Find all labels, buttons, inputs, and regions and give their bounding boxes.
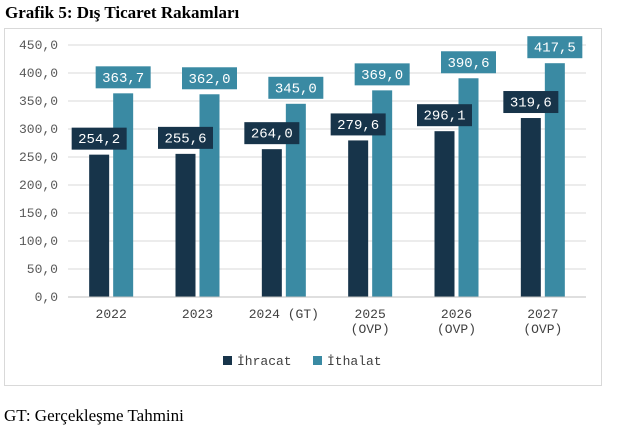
- x-tick-label: 2027: [527, 307, 558, 322]
- footnote: GT: Gerçekleşme Tahmini: [4, 406, 184, 425]
- data-label: 255,6: [164, 131, 206, 147]
- legend-swatch-ihracat: [223, 356, 232, 365]
- data-label-box: [441, 51, 496, 74]
- bar-ihracat: [175, 153, 196, 297]
- x-tick-label: (OVP): [351, 322, 390, 337]
- y-tick-label: 100,0: [19, 234, 58, 249]
- bar-ithalat: [113, 93, 134, 297]
- legend-swatch-ithalat: [313, 356, 322, 365]
- data-label: 319,6: [510, 96, 552, 112]
- x-tick-label: 2023: [182, 307, 213, 322]
- x-tick-label: (OVP): [437, 322, 476, 337]
- data-label: 296,1: [423, 109, 465, 125]
- data-label-box: [71, 127, 127, 150]
- data-label: 390,6: [447, 56, 489, 72]
- legend-label: İthalat: [327, 354, 382, 369]
- bar-ithalat: [285, 103, 306, 297]
- data-label-box: [503, 91, 559, 114]
- legend-label: İhracat: [237, 354, 292, 369]
- data-label: 363,7: [102, 71, 144, 87]
- y-tick-label: 250,0: [19, 150, 58, 165]
- chart-title: Grafik 5: Dış Ticaret Rakamları: [5, 3, 240, 22]
- data-label-box: [244, 122, 300, 145]
- bar-ihracat: [434, 131, 455, 297]
- data-label: 254,2: [78, 132, 120, 148]
- bar-ithalat: [458, 78, 479, 297]
- data-label: 369,0: [361, 68, 403, 84]
- data-label: 345,0: [275, 81, 317, 97]
- data-label: 362,0: [188, 72, 230, 88]
- y-tick-label: 450,0: [19, 38, 58, 53]
- bar-ihracat: [89, 154, 110, 297]
- y-tick-label: 400,0: [19, 66, 58, 81]
- data-label: 264,0: [251, 127, 293, 143]
- x-tick-label: (OVP): [523, 322, 562, 337]
- x-tick-label: 2025: [355, 307, 386, 322]
- x-tick-label: 2024 (GT): [249, 307, 319, 322]
- y-tick-label: 350,0: [19, 94, 58, 109]
- data-label-box: [330, 113, 386, 136]
- data-label-box: [354, 63, 410, 86]
- bar-ihracat: [348, 140, 369, 297]
- data-label-box: [417, 104, 472, 127]
- y-tick-label: 150,0: [19, 206, 58, 221]
- bar-ithalat: [372, 90, 393, 297]
- data-label: 417,5: [534, 41, 576, 57]
- data-label-box: [527, 36, 583, 59]
- y-tick-label: 300,0: [19, 122, 58, 137]
- data-label-box: [182, 67, 237, 90]
- data-label-box: [268, 76, 324, 99]
- y-tick-label: 200,0: [19, 178, 58, 193]
- bar-ihracat: [520, 118, 541, 297]
- y-tick-label: 50,0: [27, 262, 58, 277]
- bar-ihracat: [261, 149, 282, 297]
- x-tick-label: 2026: [441, 307, 472, 322]
- y-tick-label: 0,0: [35, 290, 58, 305]
- data-label-box: [158, 126, 213, 149]
- data-label-box: [95, 66, 151, 89]
- bar-ithalat: [199, 94, 220, 297]
- data-label: 279,6: [337, 118, 379, 134]
- x-tick-label: 2022: [96, 307, 127, 322]
- bar-ithalat: [544, 63, 565, 298]
